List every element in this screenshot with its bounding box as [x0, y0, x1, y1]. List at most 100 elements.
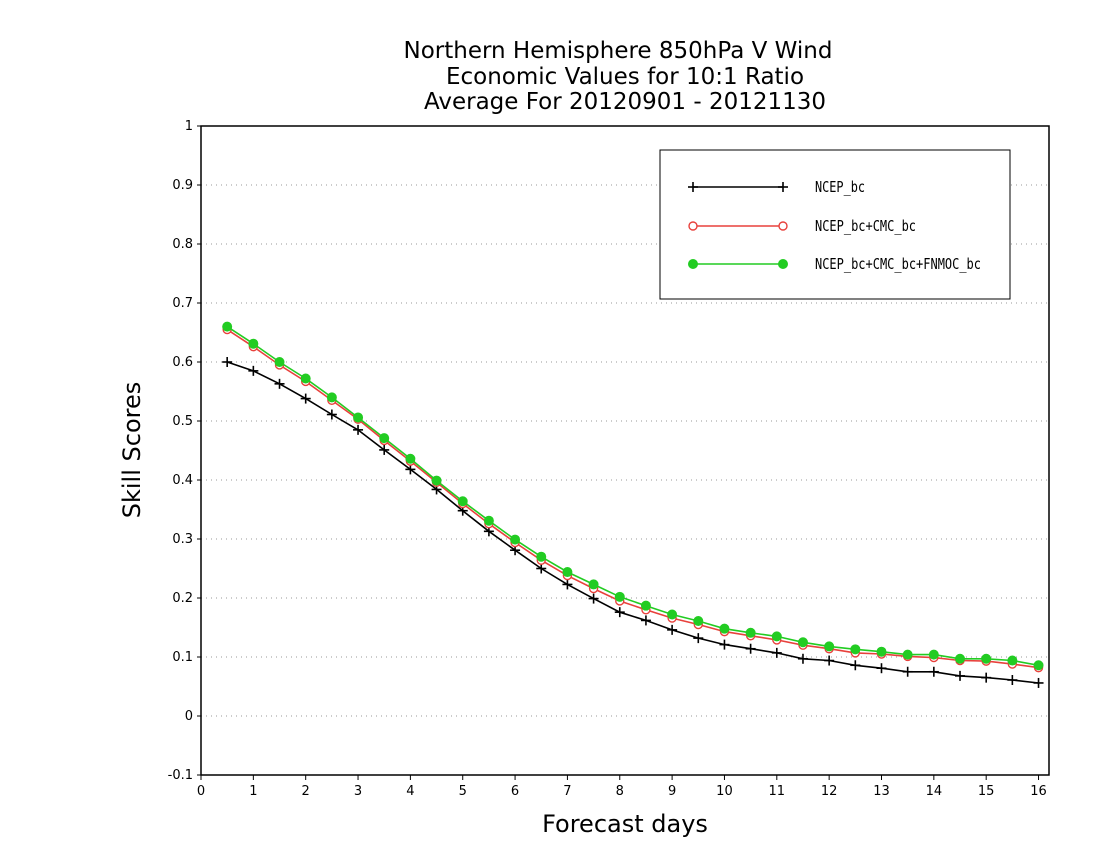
title-line-2: Economic Values for 10:1 Ratio — [446, 64, 804, 90]
x-tick-label: 14 — [926, 784, 943, 799]
data-point — [928, 649, 939, 660]
data-point — [797, 637, 808, 648]
data-point — [353, 424, 364, 435]
data-point — [248, 365, 259, 376]
data-point — [981, 672, 992, 683]
x-tick-label: 4 — [406, 784, 414, 799]
legend-marker — [778, 221, 788, 231]
series-3 — [222, 321, 1044, 671]
data-point — [353, 412, 364, 423]
data-point — [588, 593, 599, 604]
data-point — [300, 393, 311, 404]
chart-title: Northern Hemisphere 850hPa V Wind Econom… — [404, 38, 833, 115]
legend-label: NCEP_bc — [815, 178, 865, 196]
legend-label: NCEP_bc+CMC_bc+FNMOC_bc — [815, 255, 981, 273]
data-point — [640, 600, 651, 611]
data-point — [981, 653, 992, 664]
data-point — [693, 616, 704, 627]
data-point — [850, 660, 861, 671]
x-tick-label: 13 — [873, 784, 890, 799]
data-point — [667, 624, 678, 635]
data-point — [457, 496, 468, 507]
y-tick-label: 0.7 — [172, 296, 193, 311]
legend: NCEP_bc NCEP_bc+CMC_bc NCEP_bc+CMC_bc+FNMO… — [659, 149, 1011, 300]
y-tick-label: 0 — [185, 709, 193, 724]
data-point — [274, 378, 285, 389]
x-tick-label: 6 — [511, 784, 519, 799]
data-point — [928, 666, 939, 677]
x-tick-label: 1 — [249, 784, 257, 799]
data-point — [379, 444, 390, 455]
data-point — [222, 357, 233, 367]
x-tick-label: 12 — [821, 784, 838, 799]
data-point — [640, 615, 651, 626]
title-line-1: Northern Hemisphere 850hPa V Wind — [404, 38, 833, 64]
data-point — [955, 653, 966, 664]
x-tick-label: 10 — [716, 784, 733, 799]
data-point — [824, 641, 835, 652]
data-point — [876, 646, 887, 657]
data-point — [248, 338, 259, 349]
series-layer — [222, 321, 1044, 688]
title-line-3: Average For 20120901 - 20121130 — [424, 89, 826, 115]
plot-frame — [200, 125, 1050, 776]
y-tick-label: 0.2 — [172, 591, 193, 606]
data-point — [719, 639, 730, 650]
x-tick-label: 7 — [563, 784, 571, 799]
data-point — [1007, 675, 1018, 686]
y-tick-label: -0.1 — [168, 768, 193, 783]
data-point — [405, 453, 416, 464]
y-tick-label: 0.3 — [172, 532, 193, 547]
x-tick-label: 8 — [616, 784, 624, 799]
data-point — [955, 670, 966, 681]
x-axis-label: Forecast days — [542, 810, 708, 838]
data-point — [405, 464, 416, 475]
y-tick-label: 0.5 — [172, 414, 193, 429]
y-axis-label: Skill Scores — [118, 382, 146, 519]
data-point — [274, 357, 285, 367]
data-point — [562, 567, 573, 578]
x-tick-label: 15 — [978, 784, 995, 799]
data-point — [824, 655, 835, 666]
y-tick-label: 0.6 — [172, 355, 193, 370]
data-point — [588, 579, 599, 590]
data-point — [771, 647, 782, 658]
data-point — [536, 551, 547, 562]
legend-box — [659, 149, 1011, 300]
data-point — [326, 392, 337, 403]
y-tick-label: 0.9 — [172, 178, 193, 193]
data-point — [850, 644, 861, 655]
data-point — [719, 623, 730, 634]
data-point — [745, 627, 756, 638]
data-point — [562, 579, 573, 590]
data-point — [1033, 660, 1044, 671]
data-point — [876, 663, 887, 674]
data-point — [1007, 655, 1018, 666]
legend-marker — [778, 182, 788, 192]
data-point — [510, 534, 521, 545]
data-point — [379, 433, 390, 444]
data-point — [300, 373, 311, 384]
y-tick-label: 0.4 — [172, 473, 193, 488]
x-axis-ticks: 0 1 2 3 4 5 6 7 8 9 10 11 12 13 14 15 16 — [197, 775, 1047, 799]
data-point — [326, 409, 337, 420]
data-point — [797, 653, 808, 664]
x-tick-label: 3 — [354, 784, 362, 799]
data-point — [222, 321, 233, 332]
x-tick-label: 9 — [668, 784, 676, 799]
x-tick-label: 16 — [1030, 784, 1047, 799]
data-point — [614, 607, 625, 618]
y-tick-label: 0.1 — [172, 650, 193, 665]
data-point — [902, 666, 913, 677]
y-axis-ticks: -0.1 0 0.1 0.2 0.3 0.4 0.5 0.6 0.7 0.8 0.9 1 — [168, 119, 201, 783]
series-line — [226, 325, 1039, 667]
legend-label: NCEP_bc+CMC_bc — [815, 217, 916, 235]
data-point — [771, 631, 782, 642]
data-point — [614, 591, 625, 602]
series-2 — [222, 324, 1044, 673]
series-1 — [222, 357, 1044, 688]
y-tick-label: 1 — [185, 119, 193, 134]
data-point — [483, 515, 494, 526]
data-point — [1033, 677, 1044, 688]
